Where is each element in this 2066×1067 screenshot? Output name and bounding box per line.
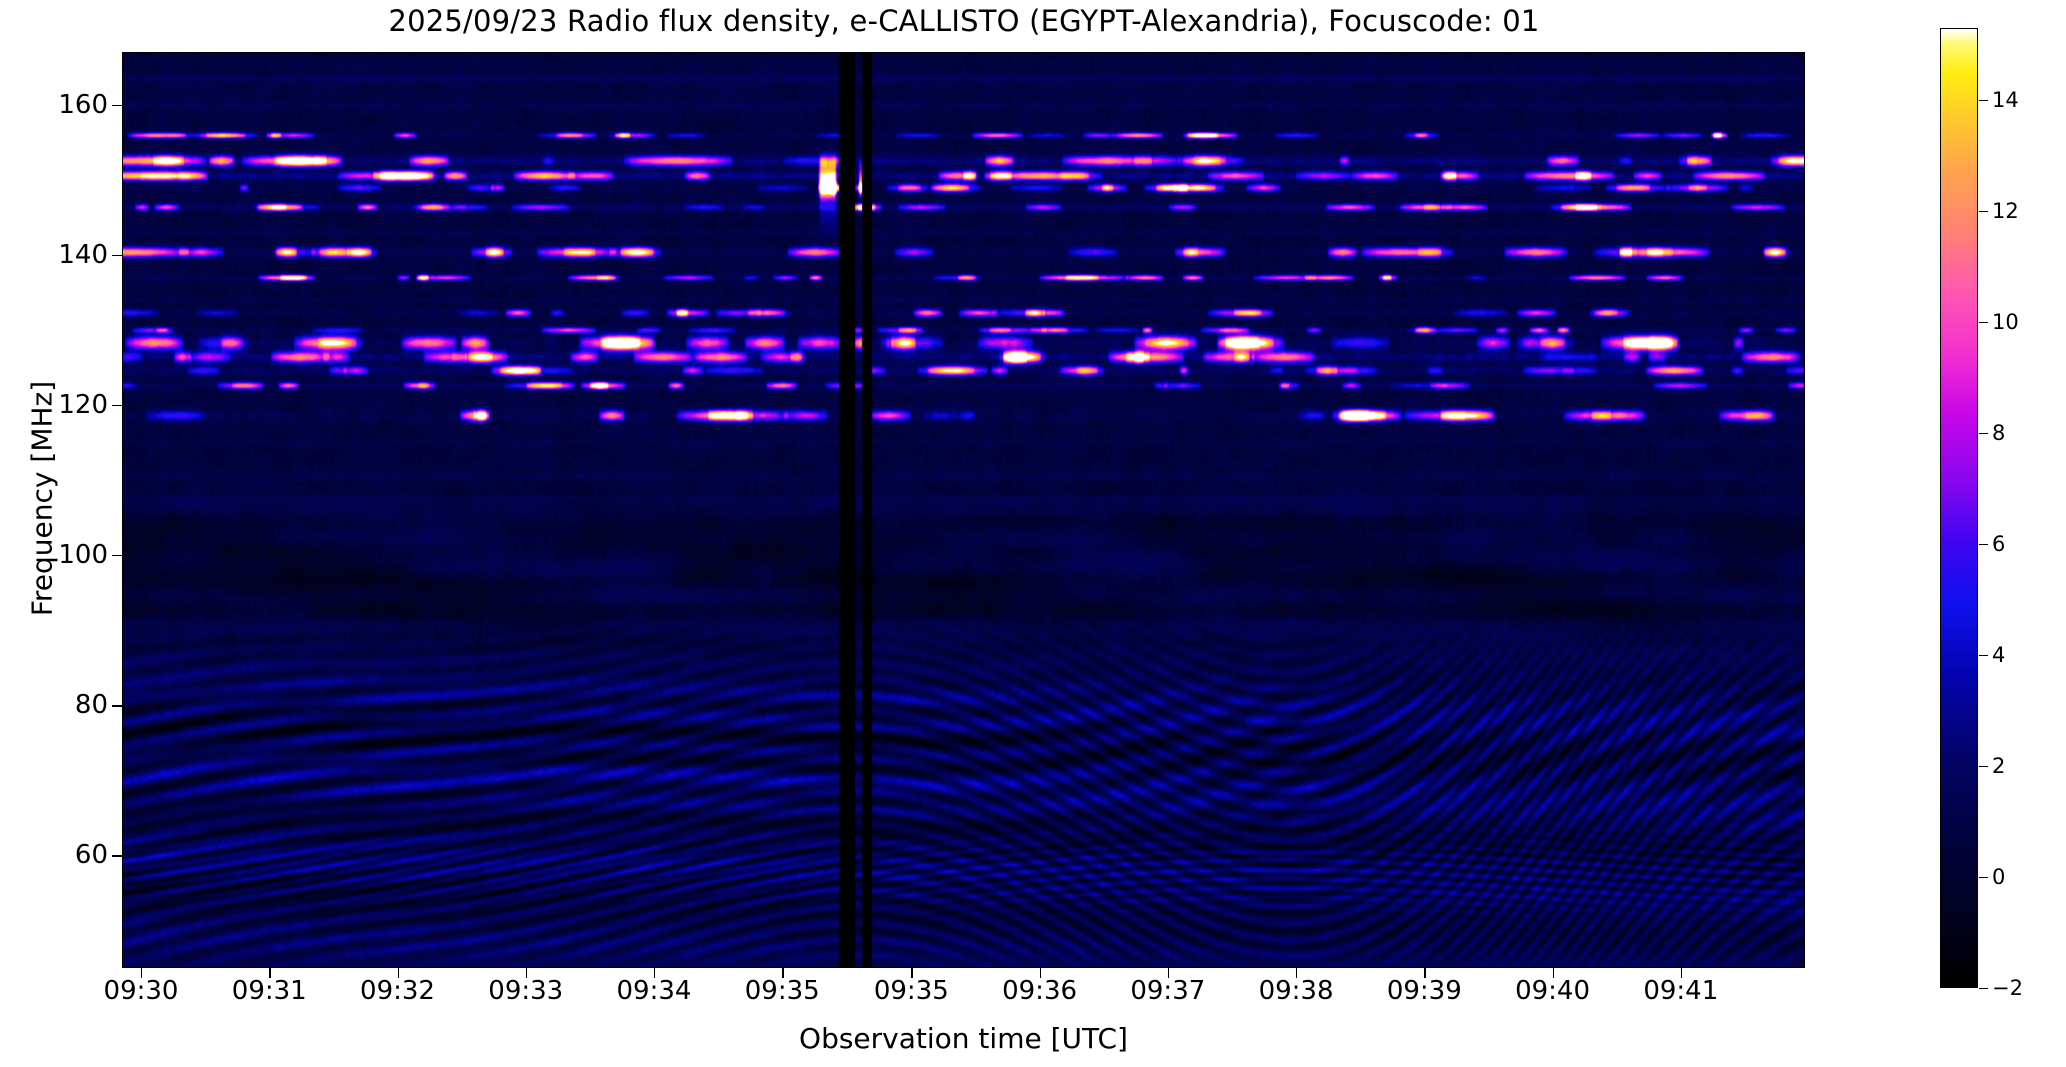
colorbar-tick-label: −2 [1992, 976, 2023, 1000]
colorbar-tick-label: 14 [1992, 88, 2019, 113]
x-tick-label: 09:32 [360, 976, 435, 1006]
y-tick-mark [112, 555, 122, 557]
x-tick-label: 09:38 [1258, 976, 1334, 1006]
y-tick-mark [112, 404, 122, 407]
colorbar-gradient [1941, 29, 1977, 987]
colorbar-tick-mark [1979, 322, 1988, 324]
x-tick-label: 09:36 [1002, 976, 1078, 1006]
spectrogram-plot-area[interactable] [122, 52, 1805, 968]
colorbar-tick-mark [1979, 100, 1988, 102]
colorbar-tick-mark [1979, 211, 1988, 213]
x-tick-label: 09:41 [1643, 976, 1719, 1006]
x-tick-label: 09:30 [103, 976, 179, 1006]
y-tick-label: 160 [58, 89, 108, 120]
colorbar-tick-label: 4 [1992, 643, 2006, 668]
y-tick-mark [112, 855, 122, 857]
x-tick-mark [141, 968, 143, 978]
x-tick-label: 09:33 [488, 976, 564, 1006]
colorbar-tick-mark [1979, 655, 1988, 657]
x-tick-mark [1167, 968, 1170, 978]
x-tick-label: 09:39 [1386, 976, 1462, 1006]
x-tick-mark [1424, 968, 1426, 978]
x-tick-mark [1296, 968, 1298, 978]
colorbar-tick-label: 8 [1992, 421, 2006, 446]
x-axis-label: Observation time [UTC] [799, 1022, 1128, 1055]
x-tick-mark [525, 968, 528, 978]
colorbar-tick-label: 6 [1992, 532, 2006, 557]
x-tick-label: 09:35 [873, 976, 949, 1006]
colorbar-tick-label: 10 [1992, 310, 2019, 335]
colorbar-tick-mark [1979, 544, 1988, 546]
figure-title: 2025/09/23 Radio flux density, e-CALLIST… [388, 4, 1540, 38]
spectrogram-canvas [123, 53, 1804, 967]
y-tick-label: 100 [58, 540, 108, 571]
y-tick-mark [112, 104, 122, 106]
x-tick-label: 09:40 [1515, 976, 1591, 1006]
x-tick-mark [1680, 968, 1683, 978]
y-tick-label: 120 [58, 389, 108, 420]
x-tick-mark [911, 968, 913, 978]
colorbar-tick-mark [1979, 766, 1988, 768]
colorbar-tick-label: 12 [1992, 199, 2019, 224]
x-tick-mark [397, 968, 399, 978]
x-tick-mark [1552, 968, 1554, 978]
colorbar-tick-mark [1979, 433, 1988, 435]
y-tick-label: 60 [74, 840, 108, 871]
colorbar-tick-mark [1979, 988, 1988, 990]
colorbar-tick-label: 2 [1992, 754, 2006, 779]
colorbar-tick-label: 0 [1992, 865, 2006, 890]
x-tick-mark [1039, 968, 1041, 978]
colorbar-tick-mark [1979, 877, 1988, 879]
x-tick-mark [782, 968, 784, 978]
x-tick-mark [269, 968, 271, 978]
x-tick-label: 09:31 [231, 976, 307, 1006]
x-tick-label: 09:37 [1130, 976, 1206, 1006]
x-tick-label: 09:34 [616, 976, 692, 1006]
colorbar[interactable] [1940, 28, 1978, 988]
x-tick-label: 09:35 [744, 976, 820, 1006]
y-axis-label: Frequency [MHz] [25, 380, 59, 617]
y-tick-label: 80 [74, 690, 108, 721]
y-tick-mark [112, 705, 122, 707]
y-tick-label: 140 [58, 239, 108, 270]
y-tick-mark [112, 254, 122, 257]
x-tick-mark [653, 968, 656, 978]
